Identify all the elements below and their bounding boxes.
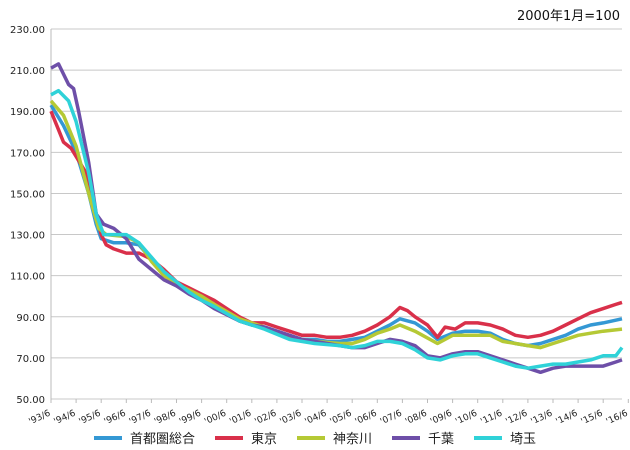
- x-tick-label: '09/6: [429, 409, 454, 428]
- legend-label: 神奈川: [332, 432, 372, 447]
- x-tick-label: '04/6: [304, 409, 329, 428]
- x-tick-label: '97/6: [128, 409, 153, 428]
- legend-swatch: [214, 435, 243, 440]
- y-tick-label: 70.00: [16, 354, 45, 365]
- legend-item: 神奈川: [296, 428, 372, 447]
- legend-item: 千葉: [392, 428, 454, 447]
- series-line-3: [50, 62, 623, 375]
- legend-label: 埼玉: [510, 432, 537, 447]
- x-tick-label: '08/6: [404, 409, 429, 428]
- x-tick-label: '94/6: [53, 409, 78, 428]
- x-tick-label: '99/6: [178, 409, 203, 428]
- y-tick-label: 230.00: [10, 25, 45, 36]
- series-line-4: [50, 88, 624, 370]
- legend-swatch: [392, 435, 420, 440]
- x-tick-label: '00/6: [203, 409, 228, 428]
- legend-swatch: [474, 435, 503, 440]
- legend-label: 東京: [250, 432, 277, 447]
- y-tick-label: 170.00: [10, 148, 45, 159]
- y-tick-label: 110.00: [10, 272, 45, 283]
- legend-label: 首都圏総合: [129, 432, 195, 447]
- x-tick-label: '93/6: [27, 409, 52, 428]
- x-tick-label: '16/6: [605, 409, 630, 428]
- y-tick-label: 150.00: [10, 189, 45, 200]
- x-tick-label: '03/6: [278, 409, 303, 428]
- series-line-2: [49, 99, 623, 350]
- legend-item: 首都圏総合: [93, 428, 195, 447]
- x-tick-label: '12/6: [504, 409, 529, 428]
- x-tick-label: '13/6: [529, 409, 554, 428]
- x-tick-label: '11/6: [479, 409, 504, 428]
- chart-title: 2000年1月=100: [516, 9, 620, 24]
- y-tick-label: 210.00: [10, 66, 45, 77]
- series-line-1: [49, 110, 623, 340]
- legend-item: 東京: [214, 428, 277, 447]
- x-tick-label: '98/6: [153, 409, 178, 428]
- y-tick-label: 50.00: [16, 395, 45, 406]
- x-tick-label: '96/6: [103, 409, 128, 428]
- series-line-0: [49, 104, 623, 348]
- x-tick-label: '14/6: [555, 409, 580, 428]
- x-tick-label: '02/6: [253, 409, 278, 428]
- legend-item: 埼玉: [474, 428, 536, 447]
- x-tick-label: '06/6: [354, 409, 379, 428]
- legend-swatch: [296, 435, 325, 440]
- x-tick-label: '05/6: [329, 409, 354, 428]
- x-tick-label: '01/6: [228, 409, 253, 428]
- legend-swatch: [93, 435, 122, 440]
- legend: 首都圏総合 東京 神奈川 千葉 埼玉: [0, 428, 630, 447]
- x-tick-label: '07/6: [379, 409, 404, 428]
- legend-label: 千葉: [428, 432, 455, 447]
- x-tick-label: '15/6: [580, 409, 605, 428]
- y-tick-label: 90.00: [16, 313, 45, 324]
- y-tick-label: 190.00: [10, 107, 45, 118]
- x-tick-label: '10/6: [454, 409, 479, 428]
- x-tick-label: '95/6: [78, 409, 103, 428]
- y-tick-label: 130.00: [10, 231, 45, 242]
